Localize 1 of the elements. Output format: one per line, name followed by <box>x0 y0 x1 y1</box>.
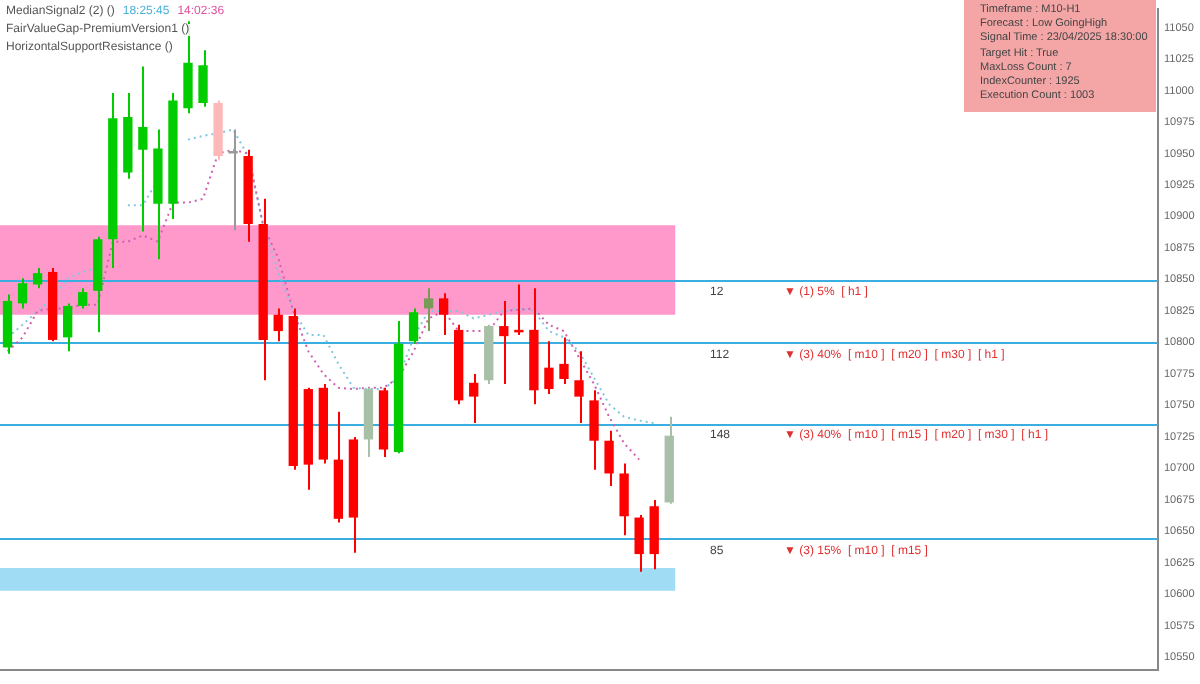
line-series <box>6 148 641 461</box>
